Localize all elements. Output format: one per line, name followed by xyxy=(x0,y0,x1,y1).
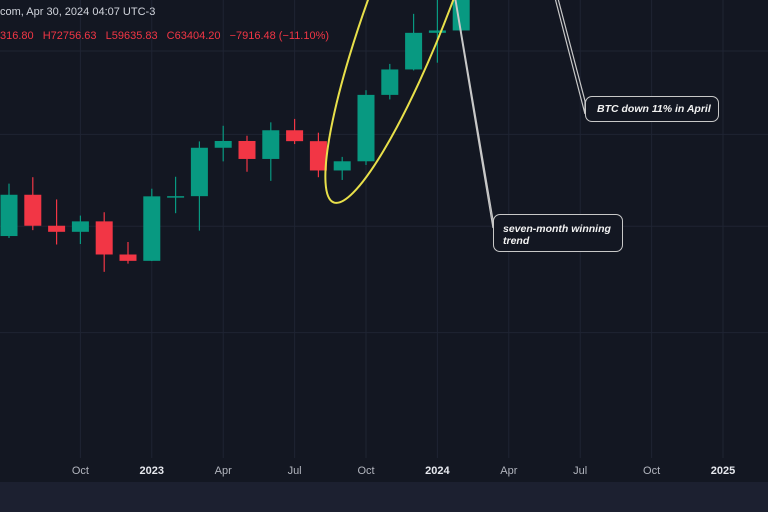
candle-body-2022-08 xyxy=(24,194,42,226)
candle-body-2023-06 xyxy=(262,130,280,159)
candle-body-2022-11 xyxy=(95,221,113,255)
candle-body-2023-04 xyxy=(214,140,232,148)
open-value: 316.80 xyxy=(0,30,34,42)
high-value: H72756.63 xyxy=(42,30,97,42)
annotation-winning-trend: seven-month winning trend xyxy=(493,214,623,252)
candles xyxy=(0,0,470,272)
candle-body-2023-03 xyxy=(190,147,208,197)
candle-body-2022-10 xyxy=(71,221,89,232)
x-tick-label-9: 2025 xyxy=(711,465,735,477)
candle-body-2023-01 xyxy=(143,196,161,261)
x-tick-label-3: Jul xyxy=(288,465,302,477)
candle-body-2023-05 xyxy=(238,140,256,159)
x-tick-label-5: 2024 xyxy=(425,465,450,477)
candle-body-2023-09 xyxy=(333,161,351,171)
candle-body-2023-12 xyxy=(405,32,423,70)
x-tick-label-7: Jul xyxy=(573,465,587,477)
x-tick-label-6: Apr xyxy=(500,465,517,477)
candle-body-2022-09 xyxy=(48,225,66,232)
candle-body-2024-01 xyxy=(428,30,446,33)
x-axis: Oct2023AprJulOct2024AprJulOct2025Apr xyxy=(72,465,735,477)
x-tick-label-1: 2023 xyxy=(140,465,164,477)
candle-body-2023-07 xyxy=(286,130,304,142)
close-value: C63404.20 xyxy=(166,30,221,42)
candle-body-2024-02 xyxy=(452,0,470,31)
candle-body-2022-07 xyxy=(0,194,18,237)
candle-body-2022-12 xyxy=(119,254,137,261)
highlight-ellipse xyxy=(324,0,503,204)
change-value: −7916.48 (−11.10%) xyxy=(229,30,330,42)
candle-body-2023-11 xyxy=(381,69,399,95)
ohlc-readout: 316.80 H72756.63 L59635.83 C63404.20 −79… xyxy=(0,30,335,42)
candle-body-2023-10 xyxy=(357,94,375,162)
x-tick-label-4: Oct xyxy=(357,465,374,477)
bottom-toolbar xyxy=(0,482,768,512)
candle-body-2023-02 xyxy=(167,196,185,198)
chart-grid xyxy=(0,0,768,458)
pointer-winning-trend xyxy=(454,0,494,229)
symbol-date-header: com, Apr 30, 2024 04:07 UTC-3 xyxy=(0,6,156,18)
x-tick-label-0: Oct xyxy=(72,465,89,477)
low-value: L59635.83 xyxy=(105,30,158,42)
annotation-overlay xyxy=(324,0,586,229)
candle-body-2023-08 xyxy=(309,141,327,171)
x-tick-label-8: Oct xyxy=(643,465,660,477)
pointer-btc-down xyxy=(554,0,586,115)
annotation-btc-down: BTC down 11% in April xyxy=(585,96,719,122)
x-tick-label-2: Apr xyxy=(215,465,232,477)
